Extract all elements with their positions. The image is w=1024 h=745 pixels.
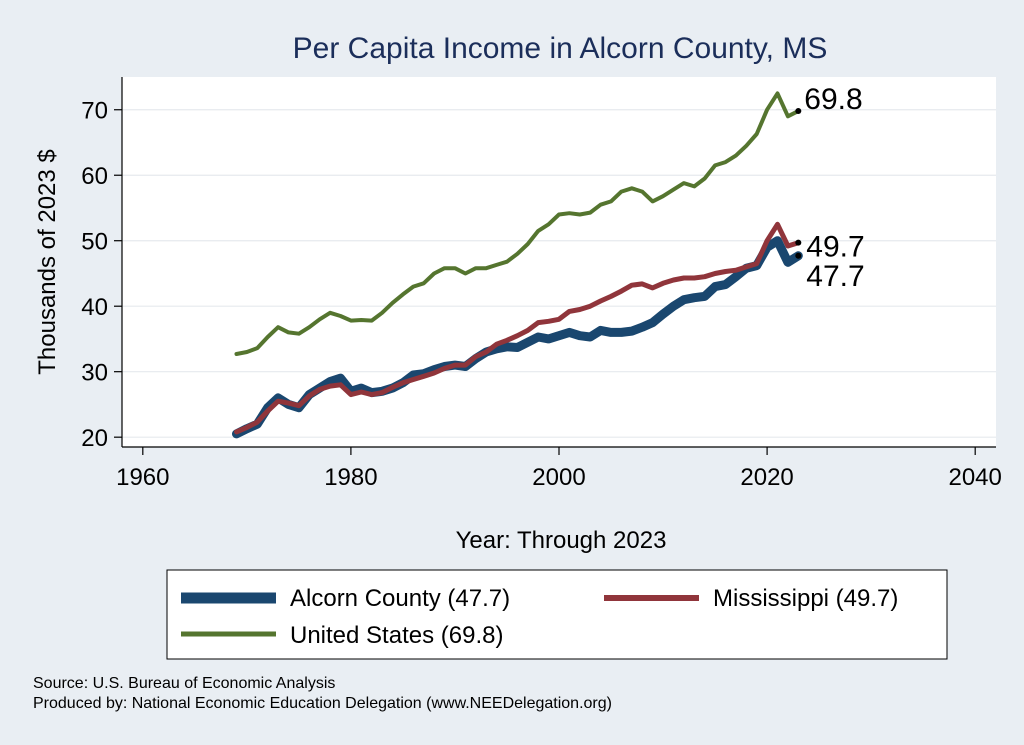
- chart-title: Per Capita Income in Alcorn County, MS: [293, 32, 828, 65]
- x-tick-label: 1960: [116, 464, 169, 491]
- x-tick-label: 2000: [532, 464, 585, 491]
- legend-label-mississippi: Mississippi (49.7): [713, 585, 898, 612]
- plot-area: [122, 77, 996, 447]
- end-point-marker: [795, 108, 802, 115]
- x-tick-label: 1980: [324, 464, 377, 491]
- end-point-marker: [795, 252, 802, 259]
- legend-label-alcorn: Alcorn County (47.7): [290, 585, 510, 612]
- x-tick-label: 2040: [948, 464, 1001, 491]
- end-labels: 47.749.7 69.8: [795, 83, 865, 293]
- y-axis-title: Thousands of 2023 $: [34, 149, 61, 375]
- series-line-mississippi: [234, 221, 801, 435]
- legend: Alcorn County (47.7) Mississippi (49.7) …: [166, 569, 948, 660]
- y-tick-label: 20: [81, 425, 108, 452]
- y-tick-label: 50: [81, 229, 108, 256]
- series-lines: [232, 91, 803, 439]
- legend-box: [166, 569, 948, 660]
- end-value-label: 47.7: [806, 260, 864, 293]
- x-tick-label: 2020: [740, 464, 793, 491]
- end-point-marker: [795, 239, 802, 246]
- series-line-alcorn-county: [232, 236, 803, 439]
- y-tick-label: 30: [81, 360, 108, 387]
- x-axis-title: Year: Through 2023: [456, 527, 667, 554]
- series-line-united-states: [234, 91, 801, 356]
- end-value-label: 49.7: [806, 231, 864, 264]
- ticks: 20 30 40 50 60 70 1960 1980 2000 2020 2040: [81, 98, 1002, 491]
- gridlines: [122, 109, 996, 438]
- source-line: Source: U.S. Bureau of Economic Analysis: [33, 675, 335, 692]
- y-tick-label: 60: [81, 163, 108, 190]
- y-tick-label: 40: [81, 294, 108, 321]
- legend-label-united-states: United States (69.8): [290, 622, 503, 649]
- end-value-label: 69.8: [804, 83, 862, 116]
- produced-by-line: Produced by: National Economic Education…: [33, 695, 612, 712]
- y-tick-label: 70: [81, 98, 108, 125]
